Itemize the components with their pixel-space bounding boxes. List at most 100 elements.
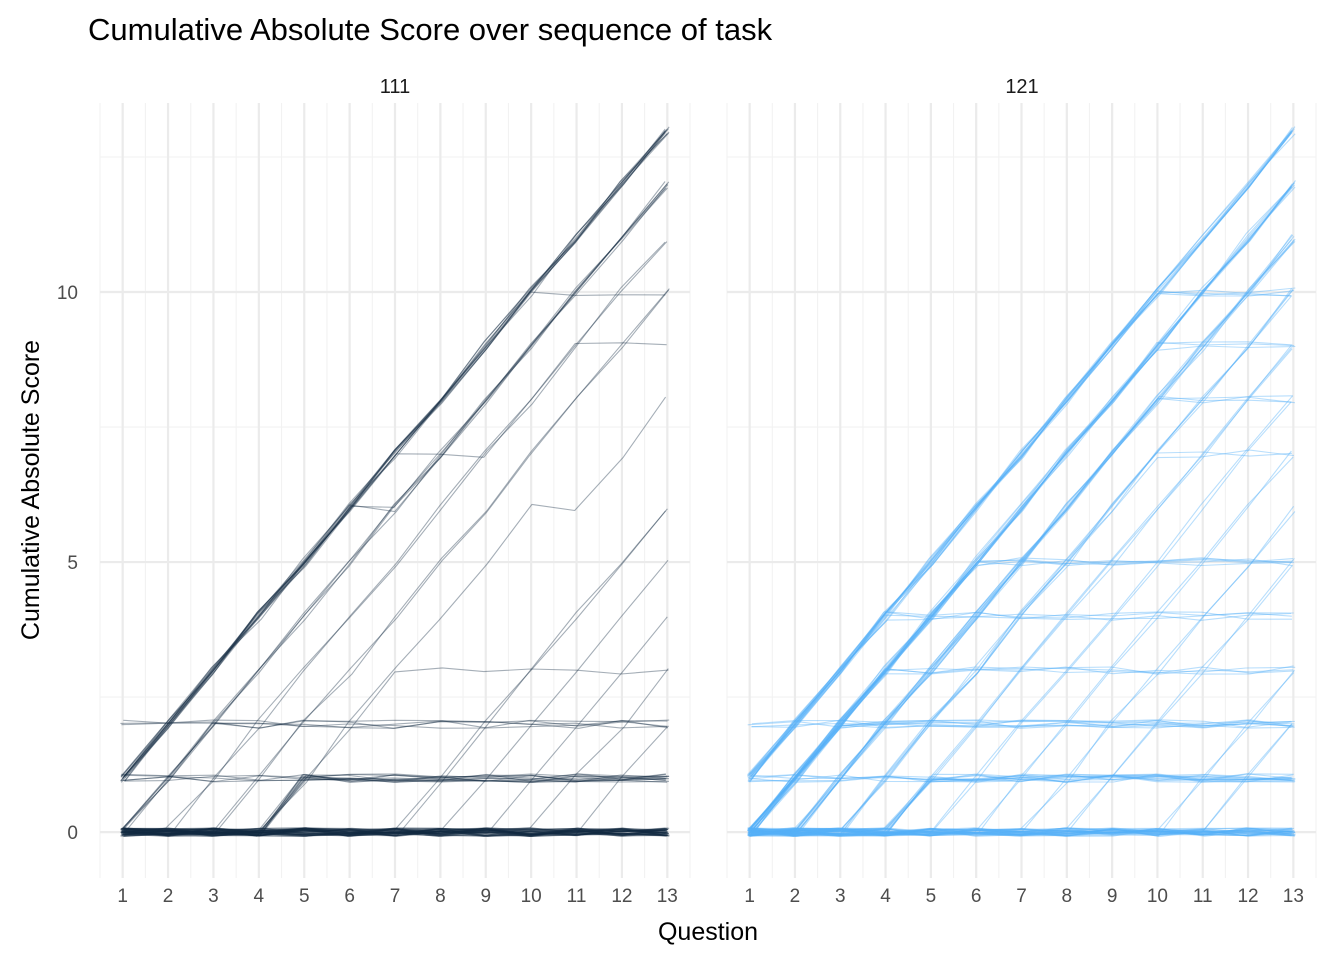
x-tick-label: 9 (480, 886, 491, 907)
x-tick-label: 9 (1107, 886, 1118, 907)
x-tick-label: 3 (208, 886, 219, 907)
x-tick-label: 10 (521, 886, 542, 907)
series-line (750, 129, 1293, 777)
series-line (747, 828, 1295, 837)
series-line (747, 774, 1295, 783)
series-line (124, 827, 668, 837)
panel-gridlines (99, 103, 691, 878)
series-line (124, 827, 668, 837)
series-line (122, 827, 668, 837)
series-line (748, 827, 1293, 837)
series-line (122, 181, 666, 830)
series-line (748, 183, 1293, 832)
series-line (120, 129, 668, 778)
x-tick-label: 11 (1193, 886, 1213, 907)
series-line (122, 828, 667, 837)
series-line (124, 828, 670, 837)
series-line (122, 241, 666, 835)
series-line (121, 773, 666, 836)
series-line (748, 241, 1296, 833)
series-line (124, 559, 669, 834)
series-line (747, 773, 1292, 835)
series-line (750, 182, 1295, 834)
series-line (122, 187, 668, 779)
series-line (121, 773, 670, 783)
y-tick-label: 10 (57, 283, 78, 304)
series-line (122, 184, 669, 829)
series-line (748, 775, 1295, 783)
series-line (751, 511, 1296, 836)
series-line (750, 291, 1292, 780)
panel-gridlines (726, 103, 1317, 878)
series-line (747, 719, 1293, 832)
series-line (747, 289, 1292, 781)
series-line (751, 827, 1293, 837)
series-line (120, 126, 670, 781)
series-line (750, 827, 1296, 835)
series-line (122, 828, 669, 837)
series-line (122, 828, 667, 836)
series-line (123, 183, 668, 829)
x-tick-label: 11 (567, 886, 587, 907)
series-line (748, 133, 1296, 779)
series-line (122, 667, 669, 836)
series-line (750, 341, 1293, 837)
series-line (750, 828, 1296, 836)
series-line (747, 127, 1293, 777)
series-line (751, 186, 1293, 832)
series-line (121, 829, 667, 837)
series-line (123, 773, 666, 835)
series-line (122, 827, 668, 836)
series-line (121, 827, 669, 837)
series-line (751, 396, 1295, 836)
x-tick-label: 2 (163, 886, 174, 907)
series-line (120, 827, 668, 837)
y-tick-label: 0 (67, 823, 78, 844)
series-line (751, 827, 1293, 837)
series-line (749, 557, 1293, 829)
series-line (751, 395, 1292, 837)
series-line (749, 449, 1294, 837)
facet-strip-label: 111 (380, 76, 410, 98)
series-line (749, 827, 1296, 837)
series-line (751, 130, 1294, 779)
x-tick-label: 6 (344, 886, 355, 907)
series-line (748, 180, 1296, 830)
series-line (748, 828, 1292, 837)
series-line (750, 827, 1293, 837)
series-line (750, 235, 1295, 837)
series-line (120, 773, 668, 783)
x-axis-ticks: 1 2 3 4 5 6 7 8 9 10 11 12 13 (744, 886, 1304, 907)
panel-series-lines (746, 126, 1296, 837)
series-line (121, 719, 670, 832)
series-line (748, 611, 1292, 783)
series-line (750, 560, 1295, 836)
series-line (123, 774, 668, 783)
series-line (120, 829, 666, 837)
series-line (120, 827, 670, 837)
series-line (747, 456, 1294, 837)
series-line (749, 290, 1295, 778)
series-line (748, 130, 1292, 776)
series-line (748, 665, 1294, 831)
x-tick-label: 1 (744, 886, 755, 907)
series-line (121, 827, 666, 837)
series-line (750, 130, 1292, 775)
series-line (750, 827, 1295, 837)
series-line (748, 719, 1294, 834)
series-line (748, 827, 1294, 837)
x-tick-label: 13 (1283, 886, 1304, 907)
series-line (748, 829, 1295, 837)
series-line (748, 828, 1293, 836)
series-line (124, 828, 666, 837)
series-line (748, 774, 1296, 781)
series-line (749, 185, 1292, 836)
series-line (751, 827, 1295, 837)
series-line (120, 777, 667, 837)
series-line (751, 347, 1293, 837)
series-line (121, 827, 668, 837)
series-line (123, 828, 669, 837)
series-line (749, 828, 1294, 837)
series-line (121, 668, 669, 836)
series-line (747, 719, 1295, 836)
